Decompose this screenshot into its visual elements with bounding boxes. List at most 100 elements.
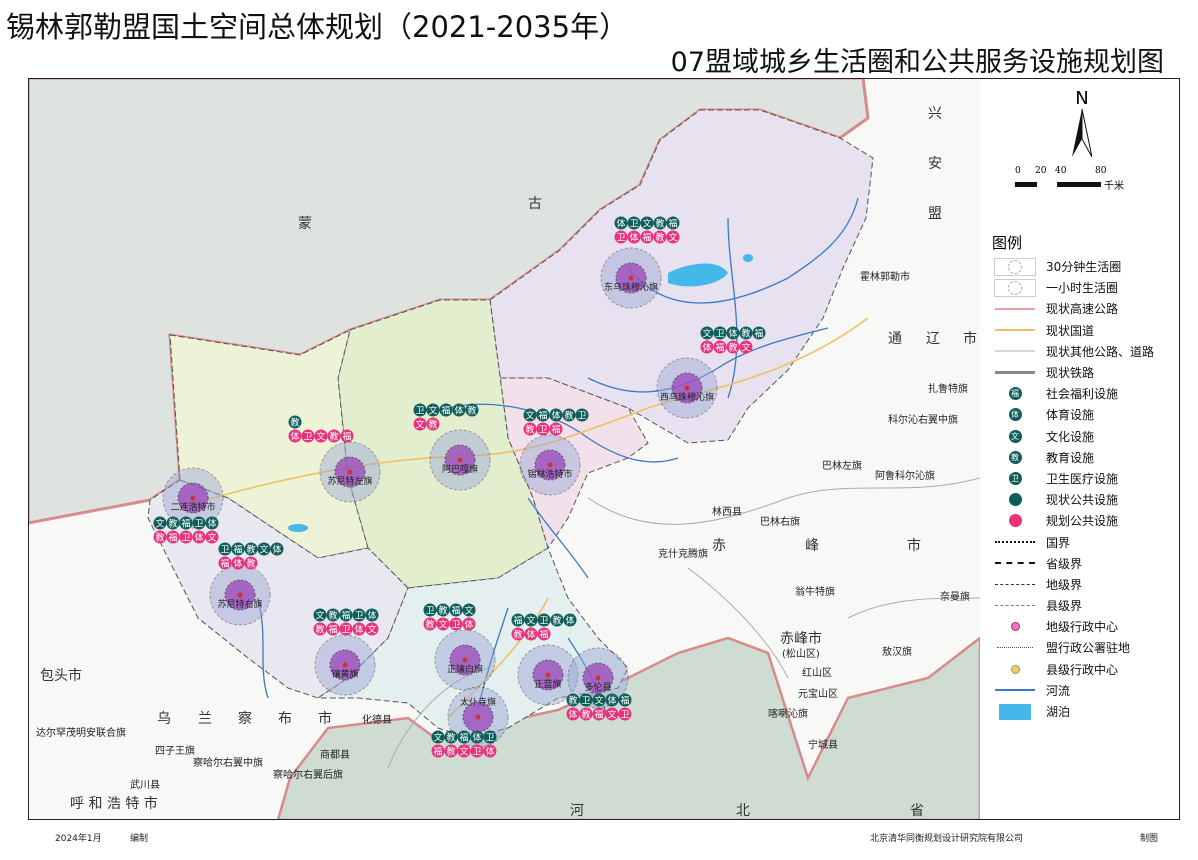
- existing-facility-icon: [605, 693, 619, 707]
- existing-facility-icon: [413, 403, 427, 417]
- legend-center-county-icon: [992, 660, 1038, 678]
- region-south: [316, 547, 629, 739]
- place-label: 河: [570, 803, 584, 819]
- planned-facility-icon: [579, 707, 593, 721]
- place-label: 古: [528, 196, 542, 212]
- existing-facility-icon: [550, 613, 564, 627]
- planned-facilities: 教体福: [514, 628, 549, 640]
- map-subtitle: 07盟域城乡生活圈和公共服务设施规划图: [670, 47, 1164, 78]
- place-label: 蒙: [298, 216, 312, 232]
- planned-facility-icon: [666, 230, 680, 244]
- place-label: 红山区: [802, 666, 832, 679]
- legend-panel: N 0 20 40 80 千米 图例 30分钟生活圈 一小时生活圈 现状高速公路 现状…: [982, 80, 1180, 820]
- place-label: 奈曼旗: [940, 590, 970, 603]
- planned-facility-icon: [431, 744, 445, 758]
- legend-item: 湖泊: [992, 701, 1180, 722]
- planned-facility-icon: [244, 556, 258, 570]
- north-arrow: N: [1062, 88, 1102, 164]
- legend-dot-icon: 教: [992, 448, 1038, 466]
- existing-facility-icon: [339, 608, 353, 622]
- planned-facility-icon: [523, 422, 537, 436]
- existing-facilities: 体卫文教福: [617, 217, 678, 229]
- planned-facility-icon: [536, 422, 550, 436]
- map-title: 锡林郭勒盟国土空间总体规划（2021-2035年）: [6, 10, 629, 44]
- place-label: 商都县: [320, 748, 350, 761]
- admin-center-icon: [545, 672, 551, 678]
- planned-facilities: 福体教: [221, 557, 256, 569]
- place-label: 包头市: [40, 667, 82, 684]
- footer-draw: 制图: [1140, 834, 1159, 844]
- scale-tick: 20: [1035, 166, 1047, 176]
- planned-facility-icon: [640, 230, 654, 244]
- existing-facility-icon: [566, 693, 580, 707]
- existing-facility-icon: [457, 730, 471, 744]
- planned-facilities: 教福卫体文: [316, 623, 377, 635]
- legend-label: 国界: [1046, 535, 1071, 550]
- planned-facility-icon: [449, 617, 463, 631]
- existing-facility-icon: [365, 608, 379, 622]
- place-label: 安: [928, 156, 942, 172]
- planned-facility-icon: [166, 530, 180, 544]
- existing-facility-icon: [483, 730, 497, 744]
- place-label: 宁城县: [808, 738, 838, 751]
- legend-label: 盟行政公署驻地: [1046, 641, 1131, 656]
- planned-facility-icon: [511, 627, 525, 641]
- existing-facility-icon: [511, 613, 525, 627]
- existing-facility-icon: [627, 216, 641, 230]
- life-circle-name: 东乌珠穆沁旗: [604, 281, 658, 293]
- legend-list: 30分钟生活圈 一小时生活圈 现状高速公路 现状国道 现状其他公路、道路 现状铁路福社会福…: [992, 256, 1180, 722]
- legend-dot-icon: 福: [992, 385, 1038, 403]
- existing-facility-icon: [205, 516, 219, 530]
- place-label: 扎鲁特旗: [928, 382, 968, 395]
- legend-item: 国界: [992, 531, 1180, 552]
- legend-label: 体育设施: [1046, 408, 1095, 423]
- place-label: 化德县: [362, 713, 392, 726]
- legend-item: 河流: [992, 680, 1180, 701]
- place-label: 布: [278, 711, 292, 727]
- planned-facility-icon: [288, 429, 302, 443]
- existing-facility-icon: [739, 326, 753, 340]
- planned-facility-icon: [592, 707, 606, 721]
- admin-center-icon: [684, 385, 690, 391]
- legend-item: 县级行政中心: [992, 659, 1180, 680]
- legend-item: 现状公共设施: [992, 489, 1180, 510]
- existing-facility-icon: [524, 613, 538, 627]
- existing-facility-icon: [618, 693, 632, 707]
- planned-facilities: 卫体福教文: [617, 231, 678, 243]
- legend-dot-icon: 体: [992, 406, 1038, 424]
- lakes: [288, 254, 753, 532]
- planned-facilities: 福教文卫体: [434, 745, 495, 757]
- planned-facility-icon: [444, 744, 458, 758]
- life-circle-name: 正蓝旗: [534, 678, 561, 690]
- existing-facility-icon: [752, 326, 766, 340]
- legend-boundary-county-icon: [992, 597, 1038, 615]
- place-label: 科尔沁右翼中旗: [888, 413, 958, 426]
- existing-facility-icon: [444, 730, 458, 744]
- existing-facility-icon: [462, 603, 476, 617]
- planned-facilities: 教卫福: [526, 423, 561, 435]
- legend-boundary-province-icon: [992, 554, 1038, 572]
- planned-facility-icon: [614, 230, 628, 244]
- existing-facilities: 教卫文体福: [569, 694, 630, 706]
- legend-item: 省级界: [992, 553, 1180, 574]
- footer-date: 2024年1月: [55, 834, 102, 844]
- existing-facility-icon: [537, 613, 551, 627]
- place-label: 省: [910, 803, 924, 819]
- place-label: (松山区): [782, 647, 820, 660]
- existing-facility-icon: [231, 542, 245, 556]
- admin-center-icon: [462, 657, 468, 663]
- existing-facility-icon: [614, 216, 628, 230]
- existing-facility-icon: [575, 408, 589, 422]
